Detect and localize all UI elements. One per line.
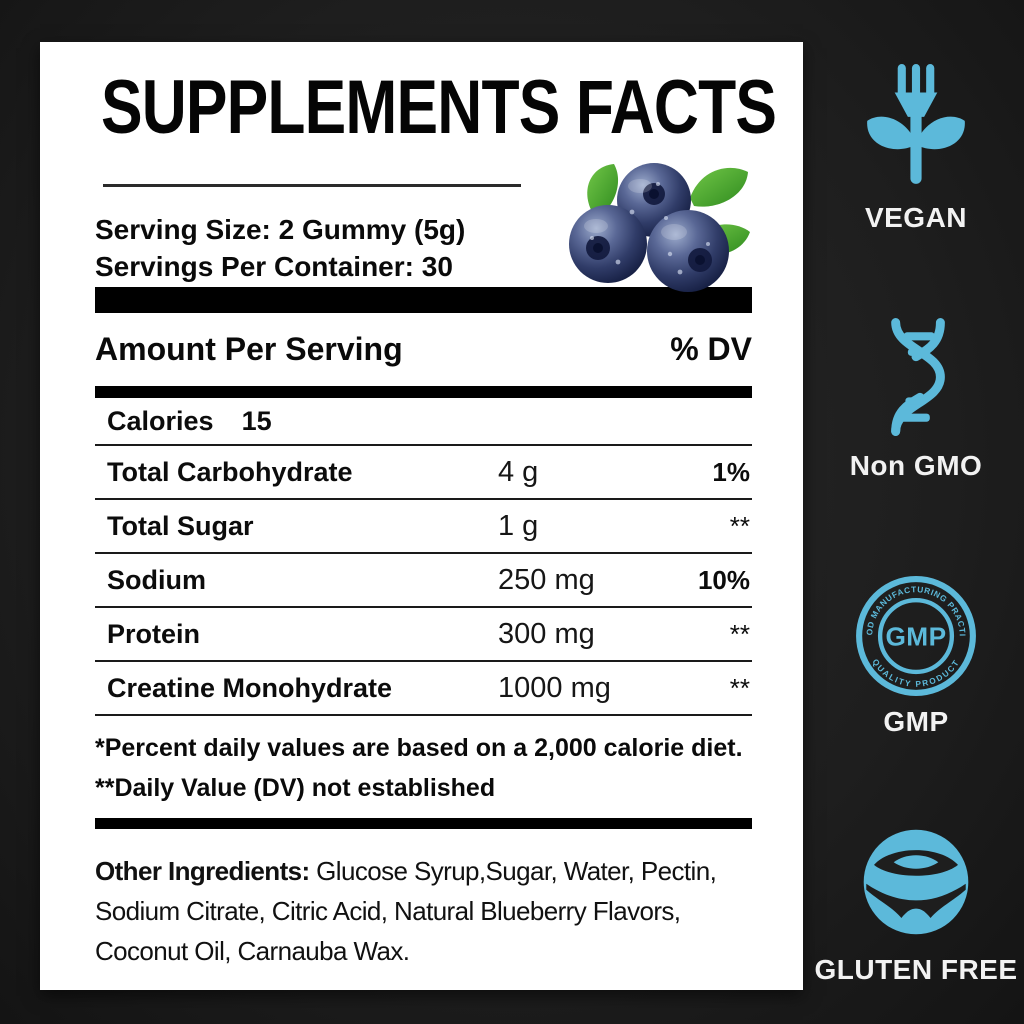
amount-per-serving-header: Amount Per Serving <box>95 331 403 368</box>
row-dv: 10% <box>697 564 750 595</box>
row-label: Calories <box>107 405 214 436</box>
serving-size: Serving Size: 2 Gummy (5g) <box>95 214 466 246</box>
water-droplets <box>590 182 710 275</box>
badge-label: GMP <box>883 706 949 737</box>
dna-icon <box>891 318 945 436</box>
ingredients-line: Coconut Oil, Carnauba Wax. <box>95 936 410 967</box>
gluten-free-icon <box>863 829 969 935</box>
row-amount: 4 g <box>498 455 539 488</box>
row-value: 15 <box>241 405 272 436</box>
row-dv: 1% <box>712 456 750 487</box>
row-dv: ** <box>729 672 750 703</box>
supplement-facts-card: SUPPLEMENTS FACTS Serving Size: 2 Gummy … <box>40 42 803 990</box>
badge-vegan: VEGAN <box>811 62 1021 234</box>
title-underline <box>103 184 521 188</box>
footnote-percent-dv: *Percent daily values are based on a 2,0… <box>95 734 743 763</box>
gmp-seal-icon: GMP GOOD MANUFACTURING PRACTICE QUALITY … <box>846 566 976 696</box>
badge-gmp: GMP GOOD MANUFACTURING PRACTICE QUALITY … <box>811 566 1021 738</box>
table-row: Total Sugar 1 g ** <box>95 500 752 555</box>
badge-label: GLUTEN FREE <box>814 954 1018 985</box>
separator-bar-bottom <box>95 818 752 830</box>
gmp-center-text: GMP <box>885 622 946 652</box>
badge-label: Non GMO <box>849 450 983 481</box>
row-amount: 300 mg <box>498 617 595 650</box>
ingredients-line: Sodium Citrate, Citric Acid, Natural Blu… <box>95 896 681 927</box>
other-ingredients: Other Ingredients: Glucose Syrup,Sugar, … <box>95 851 752 971</box>
row-amount: 1000 mg <box>498 671 611 704</box>
badge-label: VEGAN <box>864 202 968 233</box>
table-row: Protein 300 mg ** <box>95 608 752 663</box>
row-label: Protein <box>107 618 201 649</box>
blueberry <box>647 210 729 292</box>
percent-dv-header: % DV <box>670 331 752 368</box>
page-title: SUPPLEMENTS FACTS <box>101 65 777 150</box>
row-label: Total Carbohydrate <box>107 456 353 487</box>
table-row: Sodium 250 mg 10% <box>95 554 752 609</box>
ingredients-text: Glucose Syrup,Sugar, Water, Pectin, <box>309 856 717 887</box>
servings-per-container: Servings Per Container: 30 <box>95 251 453 283</box>
nutrition-table: Calories 15 Total Carbohydrate 4 g 1% To… <box>95 398 752 717</box>
table-row-calories: Calories 15 <box>95 398 752 447</box>
other-ingredients-label: Other Ingredients: <box>95 856 310 887</box>
row-label: Total Sugar <box>107 510 254 541</box>
badge-non-gmo: Non GMO <box>811 316 1021 482</box>
row-label: Creatine Monohydrate <box>107 672 393 703</box>
table-row: Total Carbohydrate 4 g 1% <box>95 446 752 501</box>
vegan-fork-leaf-icon <box>867 64 965 184</box>
footnote-dv-not-established: **Daily Value (DV) not established <box>95 774 496 803</box>
row-label: Sodium <box>107 564 206 595</box>
footnotes: *Percent daily values are based on a 2,0… <box>95 728 752 808</box>
row-dv: ** <box>729 510 750 541</box>
blueberries-image <box>569 163 750 292</box>
separator-bar-top <box>95 287 752 314</box>
separator-bar-header <box>95 386 752 399</box>
row-amount: 1 g <box>498 509 539 542</box>
badge-gluten-free: GLUTEN FREE <box>811 822 1021 986</box>
row-dv: ** <box>729 618 750 649</box>
leaf-icon <box>587 164 748 216</box>
serving-info: Serving Size: 2 Gummy (5g) Servings Per … <box>95 211 752 285</box>
ingredients-line: Other Ingredients: Glucose Syrup,Sugar, … <box>95 851 752 891</box>
row-amount: 250 mg <box>498 563 595 596</box>
table-header: Amount Per Serving % DV <box>95 313 752 386</box>
table-row: Creatine Monohydrate 1000 mg ** <box>95 662 752 717</box>
